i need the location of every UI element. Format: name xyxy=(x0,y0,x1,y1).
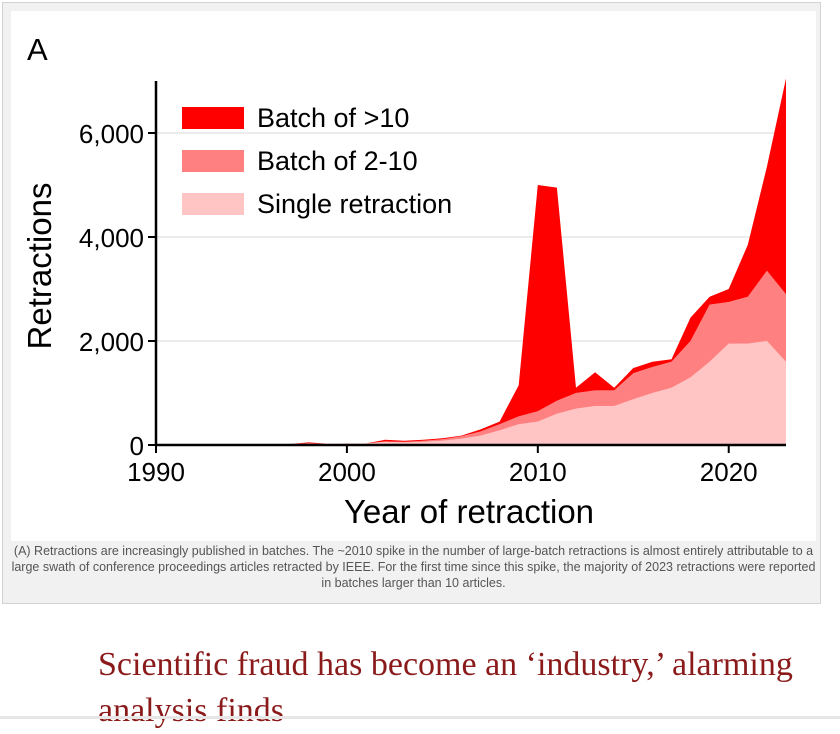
legend-swatch-1 xyxy=(182,150,244,172)
legend-label-0: Batch of >10 xyxy=(257,103,409,133)
y-tick-label-2: 4,000 xyxy=(79,223,144,253)
x-tick-label-1: 2000 xyxy=(318,457,376,487)
chart-area: A 0 2,000 4,000 6,000 1990 2000 2010 2020 Batch… xyxy=(11,11,816,541)
y-tick-label-0: 0 xyxy=(130,431,144,461)
figure-caption: (A) Retractions are increasingly publish… xyxy=(11,544,816,590)
article-headline[interactable]: Scientific fraud has become an ‘industry… xyxy=(98,642,798,734)
figure-card: A 0 2,000 4,000 6,000 1990 2000 2010 2020 Batch… xyxy=(2,2,821,604)
retractions-chart: A 0 2,000 4,000 6,000 1990 2000 2010 2020 Batch… xyxy=(21,32,786,530)
legend-swatch-2 xyxy=(182,193,244,215)
legend-label-1: Batch of 2-10 xyxy=(257,146,418,176)
legend-label-2: Single retraction xyxy=(257,189,452,219)
x-axis-label: Year of retraction xyxy=(344,493,594,530)
y-axis-label: Retractions xyxy=(21,183,58,350)
x-tick-label-0: 1990 xyxy=(127,457,185,487)
y-tick-label-1: 2,000 xyxy=(79,327,144,357)
legend-swatch-0 xyxy=(182,107,244,129)
x-tick-label-3: 2020 xyxy=(700,457,758,487)
panel-label: A xyxy=(27,32,48,67)
area-single-retraction xyxy=(156,341,786,445)
divider xyxy=(0,716,840,719)
x-tick-label-2: 2010 xyxy=(509,457,567,487)
y-tick-label-3: 6,000 xyxy=(79,119,144,149)
headline-text[interactable]: Scientific fraud has become an ‘industry… xyxy=(98,646,793,729)
